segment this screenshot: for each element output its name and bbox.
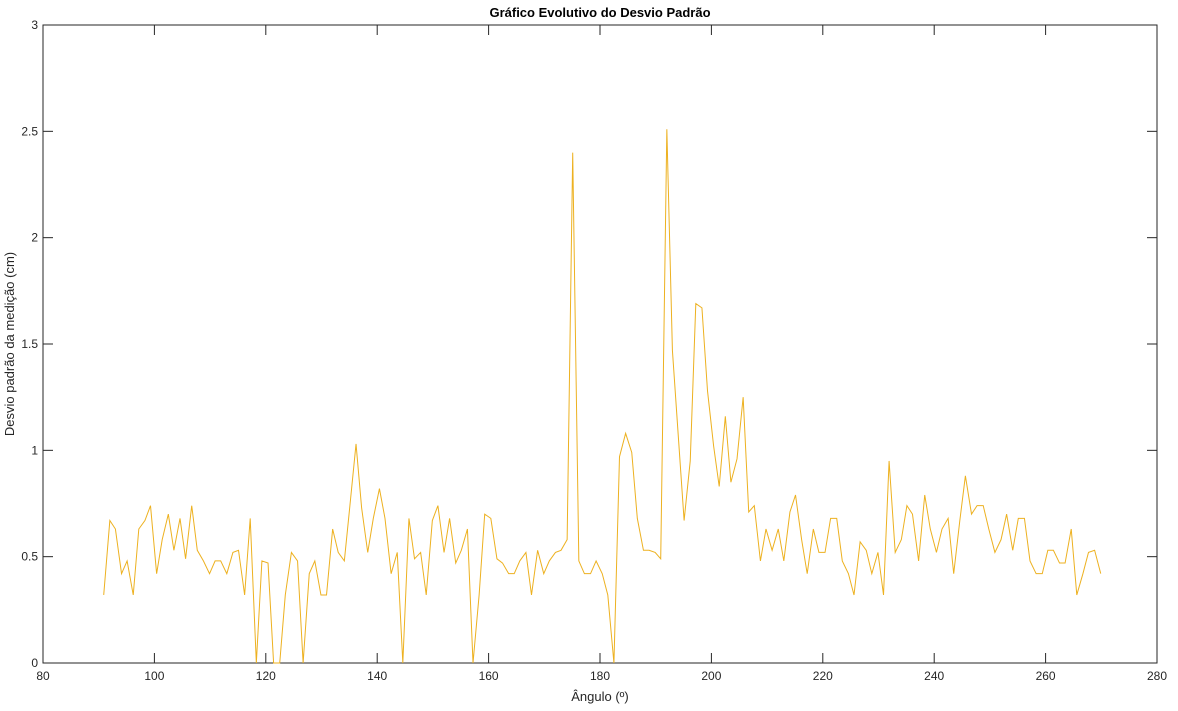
y-axis-label: Desvio padrão da medição (cm) — [2, 252, 17, 436]
y-tick-label: 2 — [31, 231, 38, 245]
x-tick-label: 200 — [701, 669, 721, 683]
y-tick-label: 0.5 — [21, 550, 38, 564]
x-tick-label: 100 — [144, 669, 164, 683]
x-tick-label: 120 — [256, 669, 276, 683]
x-tick-label: 140 — [367, 669, 387, 683]
x-tick-label: 240 — [924, 669, 944, 683]
x-tick-label: 180 — [590, 669, 610, 683]
y-tick-label: 2.5 — [21, 124, 38, 138]
y-tick-label: 1.5 — [21, 337, 38, 351]
chart-title: Gráfico Evolutivo do Desvio Padrão — [489, 5, 710, 20]
x-tick-label: 260 — [1036, 669, 1056, 683]
y-tick-label: 1 — [31, 443, 38, 457]
y-tick-label: 0 — [31, 656, 38, 670]
x-tick-label: 280 — [1147, 669, 1167, 683]
x-axis-label: Ângulo (º) — [571, 689, 629, 704]
data-line — [103, 129, 1102, 664]
y-tick-label: 3 — [31, 18, 38, 32]
x-tick-label: 220 — [813, 669, 833, 683]
x-tick-label: 160 — [479, 669, 499, 683]
x-tick-label: 80 — [36, 669, 50, 683]
